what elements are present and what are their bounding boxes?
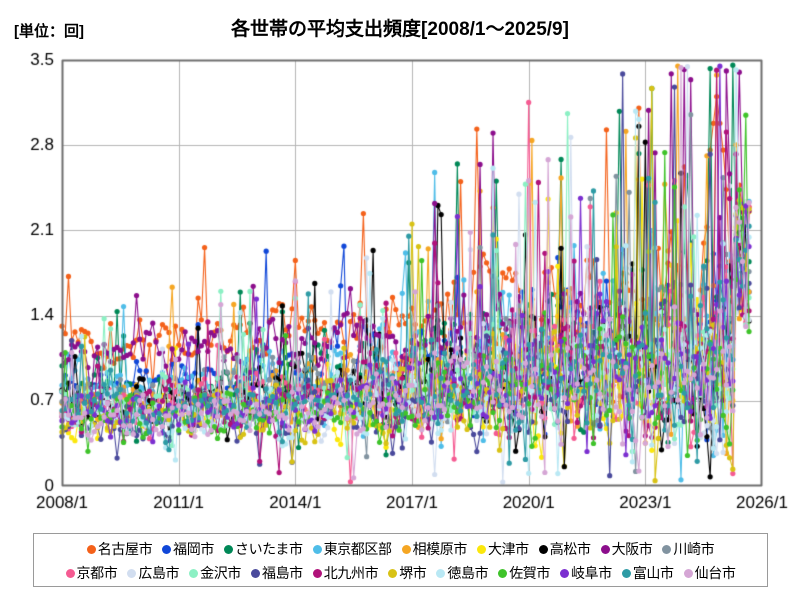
legend-item[interactable]: 北九州市 (312, 565, 379, 581)
legend-item-label: 佐賀市 (509, 565, 551, 581)
legend-marker-icon (476, 544, 486, 554)
legend-item-label: 相模原市 (412, 541, 468, 557)
legend-item[interactable]: 名古屋市 (86, 541, 153, 557)
legend-row-2: 京都市 広島市 金沢市 福島市 北九州市 堺市 徳島市 佐賀市 岐阜市 富山市 仙台市 (34, 561, 767, 585)
legend-marker-icon (560, 568, 570, 578)
legend-item-label: 福島市 (261, 565, 303, 581)
legend-item[interactable]: さいたま市 (223, 541, 303, 557)
legend-item[interactable]: 堺市 (388, 565, 427, 581)
legend-item[interactable]: 岐阜市 (560, 566, 612, 580)
legend-item-label: 北九州市 (323, 565, 379, 581)
legend-marker-icon (388, 568, 398, 578)
legend-item[interactable]: 川崎市 (662, 541, 715, 557)
legend-item-label: さいたま市 (234, 541, 303, 557)
legend-item-label: 大津市 (487, 541, 529, 557)
legend-marker-icon (600, 544, 610, 554)
legend-marker-icon (86, 544, 96, 554)
legend-item[interactable]: 福島市 (250, 565, 303, 581)
legend-item[interactable]: 徳島市 (436, 565, 489, 581)
legend-marker-icon (250, 568, 260, 578)
legend-item[interactable]: 相模原市 (401, 541, 468, 557)
legend-item[interactable]: 福岡市 (162, 542, 214, 556)
legend-item[interactable]: 東京都区部 (312, 541, 392, 557)
legend-item-label: 富山市 (632, 565, 674, 581)
legend-marker-icon (189, 568, 199, 578)
legend-item[interactable]: 大津市 (476, 541, 529, 557)
legend-marker-icon (312, 544, 322, 554)
legend-item[interactable]: 金沢市 (189, 566, 241, 580)
legend-item-label: 大阪市 (611, 541, 653, 557)
legend-item-label: 川崎市 (673, 541, 715, 557)
legend-item[interactable]: 広島市 (127, 565, 180, 581)
legend-item-label: 岐阜市 (571, 565, 612, 581)
legend-row-1: 名古屋市 福岡市 さいたま市 東京都区部 相模原市 大津市 高松市 大阪市 川崎市 (34, 537, 767, 561)
legend-marker-icon (65, 568, 75, 578)
legend-item-label: 広島市 (138, 565, 180, 581)
legend-item[interactable]: 高松市 (538, 541, 591, 557)
legend-item-label: 福岡市 (173, 541, 214, 557)
legend-marker-icon (223, 544, 233, 554)
legend-item-label: 東京都区部 (323, 541, 392, 557)
legend-item-label: 金沢市 (200, 565, 241, 581)
legend-marker-icon (498, 568, 508, 578)
legend-item-label: 名古屋市 (97, 541, 153, 557)
legend-item-label: 高松市 (549, 541, 591, 557)
legend-marker-icon (436, 568, 446, 578)
chart-legend: 名古屋市 福岡市 さいたま市 東京都区部 相模原市 大津市 高松市 大阪市 川崎市 京都市 広島市… (33, 533, 768, 587)
legend-item[interactable]: 佐賀市 (498, 566, 550, 580)
legend-item[interactable]: 富山市 (621, 565, 674, 581)
legend-marker-icon (621, 568, 631, 578)
legend-item-label: 徳島市 (447, 565, 489, 581)
legend-marker-icon (538, 544, 548, 554)
legend-marker-icon (127, 568, 137, 578)
legend-item-label: 堺市 (399, 565, 427, 581)
legend-marker-icon (162, 544, 172, 554)
legend-item[interactable]: 仙台市 (683, 565, 736, 581)
legend-item[interactable]: 大阪市 (600, 541, 653, 557)
legend-marker-icon (683, 568, 693, 578)
legend-item-label: 仙台市 (694, 565, 736, 581)
legend-marker-icon (312, 568, 322, 578)
legend-marker-icon (401, 544, 411, 554)
legend-marker-icon (662, 544, 672, 554)
legend-item[interactable]: 京都市 (65, 565, 118, 581)
legend-item-label: 京都市 (76, 565, 118, 581)
